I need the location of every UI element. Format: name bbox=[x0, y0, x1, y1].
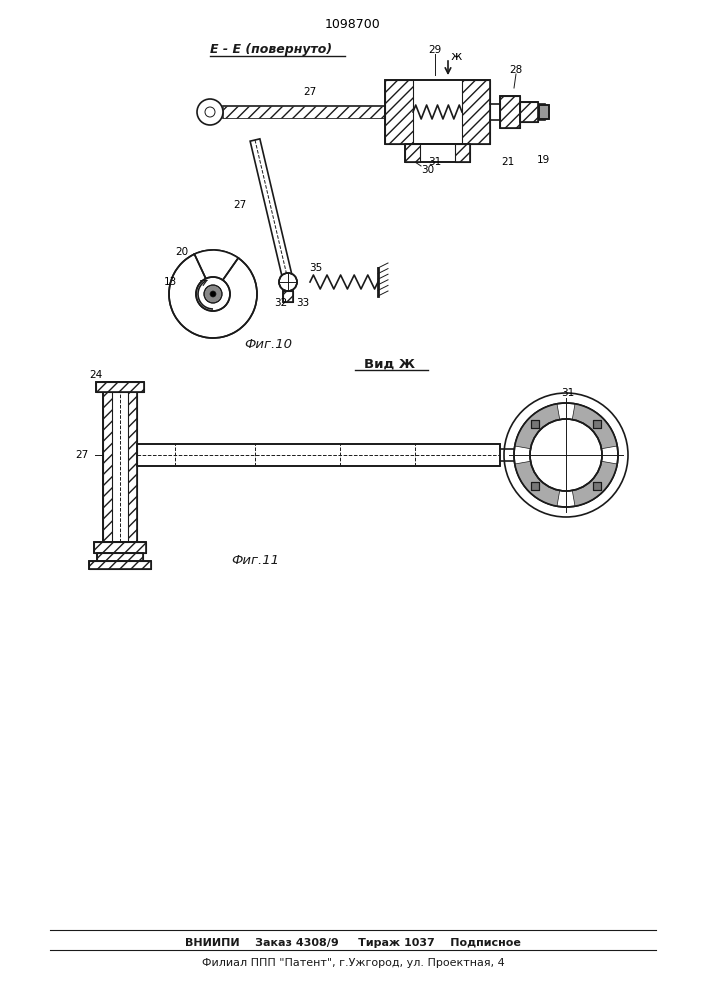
Circle shape bbox=[210, 291, 216, 297]
Circle shape bbox=[530, 419, 602, 491]
Wedge shape bbox=[194, 250, 238, 294]
Text: 30: 30 bbox=[421, 165, 435, 175]
Bar bbox=[405, 144, 420, 162]
Text: 19: 19 bbox=[537, 155, 549, 165]
Bar bbox=[137, 444, 500, 466]
Text: 29: 29 bbox=[428, 45, 442, 55]
Text: E - E (повернуто): E - E (повернуто) bbox=[210, 43, 332, 56]
Wedge shape bbox=[566, 404, 617, 455]
Bar bbox=[128, 382, 137, 542]
Bar bbox=[97, 553, 143, 561]
Bar bbox=[405, 144, 470, 162]
Bar bbox=[500, 96, 520, 128]
Bar bbox=[96, 382, 144, 392]
Bar bbox=[97, 553, 143, 561]
Bar bbox=[283, 291, 293, 302]
Bar bbox=[385, 80, 490, 144]
Bar bbox=[385, 80, 490, 144]
Bar bbox=[96, 382, 144, 392]
Polygon shape bbox=[250, 139, 293, 281]
Bar bbox=[593, 482, 601, 490]
Bar bbox=[520, 102, 538, 122]
Bar bbox=[137, 444, 500, 466]
Bar bbox=[94, 542, 146, 553]
Bar bbox=[103, 382, 137, 542]
Text: 31: 31 bbox=[561, 388, 575, 398]
Bar bbox=[462, 80, 490, 144]
Circle shape bbox=[169, 250, 257, 338]
Bar bbox=[531, 482, 539, 490]
Text: 35: 35 bbox=[310, 263, 322, 273]
Bar bbox=[531, 420, 539, 428]
Text: 28: 28 bbox=[509, 65, 522, 75]
Bar bbox=[520, 102, 538, 122]
Bar bbox=[539, 105, 549, 119]
Text: 24: 24 bbox=[89, 370, 103, 380]
Bar bbox=[96, 382, 144, 392]
Bar bbox=[405, 144, 470, 162]
Bar bbox=[97, 553, 143, 561]
Bar bbox=[531, 420, 539, 428]
Circle shape bbox=[279, 273, 297, 291]
Text: ВНИИПИ    Заказ 4308/9     Тираж 1037    Подписное: ВНИИПИ Заказ 4308/9 Тираж 1037 Подписное bbox=[185, 938, 521, 948]
Text: Вид Ж: Вид Ж bbox=[365, 358, 416, 370]
Wedge shape bbox=[566, 455, 617, 506]
Bar bbox=[593, 420, 601, 428]
Wedge shape bbox=[515, 404, 566, 455]
Bar bbox=[500, 96, 520, 128]
Bar bbox=[89, 561, 151, 569]
Bar bbox=[593, 482, 601, 490]
Bar bbox=[94, 542, 146, 553]
Circle shape bbox=[514, 403, 618, 507]
Bar bbox=[593, 420, 601, 428]
Bar bbox=[223, 106, 385, 118]
Bar bbox=[89, 561, 151, 569]
Text: 13: 13 bbox=[163, 277, 177, 287]
Text: 1098700: 1098700 bbox=[325, 18, 381, 31]
Bar bbox=[531, 482, 539, 490]
Text: ж: ж bbox=[450, 49, 462, 62]
Text: 27: 27 bbox=[303, 87, 317, 97]
Text: 21: 21 bbox=[501, 157, 515, 167]
Circle shape bbox=[197, 99, 223, 125]
Bar bbox=[539, 105, 549, 119]
Bar bbox=[500, 96, 520, 128]
Text: Фиг.10: Фиг.10 bbox=[244, 338, 292, 352]
Text: 20: 20 bbox=[175, 247, 189, 257]
Circle shape bbox=[196, 277, 230, 311]
Text: Филиал ППП "Патент", г.Ужгород, ул. Проектная, 4: Филиал ППП "Патент", г.Ужгород, ул. Прое… bbox=[201, 958, 504, 968]
Text: Фиг.11: Фиг.11 bbox=[231, 554, 279, 566]
Text: 27: 27 bbox=[76, 450, 88, 460]
Text: 32: 32 bbox=[274, 298, 288, 308]
Bar bbox=[520, 102, 538, 122]
Text: 31: 31 bbox=[428, 157, 442, 167]
Bar bbox=[385, 80, 413, 144]
Text: 27: 27 bbox=[233, 200, 247, 210]
Bar bbox=[89, 561, 151, 569]
Bar bbox=[283, 291, 293, 302]
Bar bbox=[103, 382, 112, 542]
Bar bbox=[455, 144, 470, 162]
Circle shape bbox=[204, 285, 222, 303]
Bar bbox=[94, 542, 146, 553]
Text: 33: 33 bbox=[296, 298, 310, 308]
Wedge shape bbox=[515, 455, 566, 506]
Bar bbox=[283, 291, 293, 302]
Bar bbox=[103, 382, 137, 542]
